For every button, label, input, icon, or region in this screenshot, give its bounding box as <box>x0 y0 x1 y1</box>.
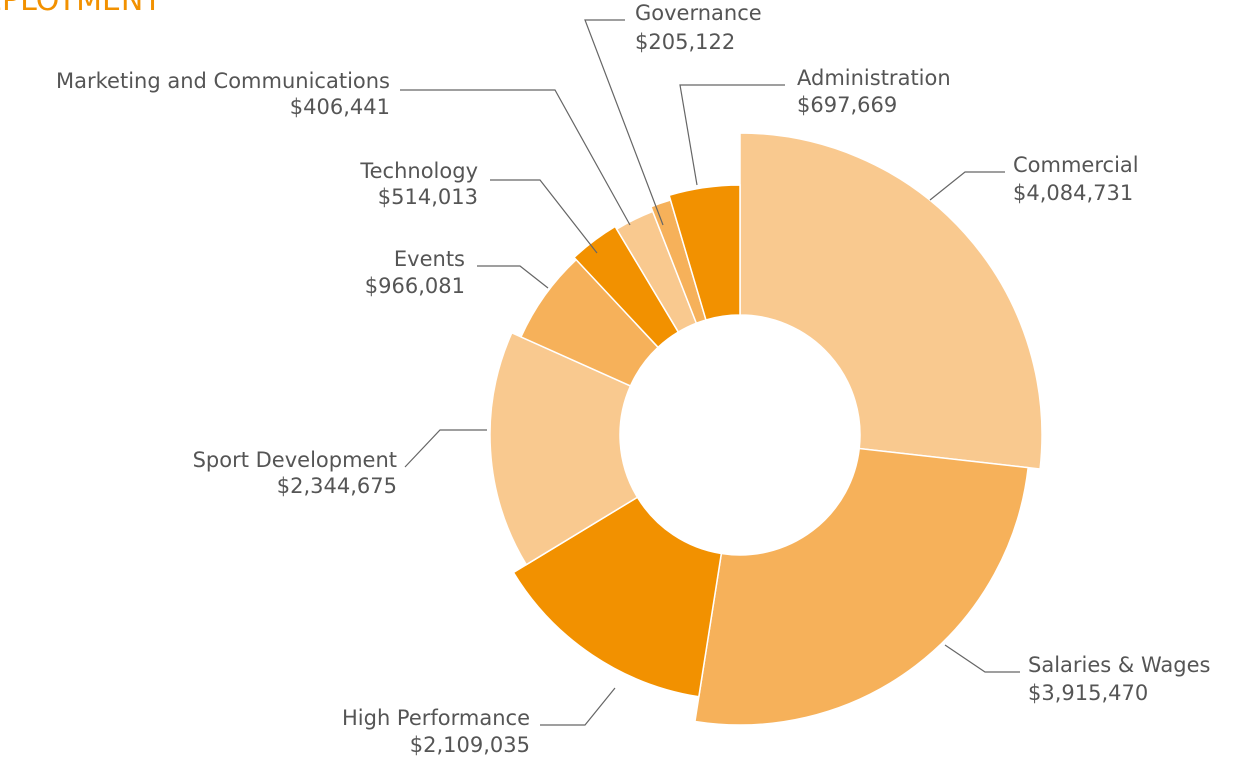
value-label: $966,081 <box>365 274 465 298</box>
segment-label: Sport Development <box>193 448 397 472</box>
donut-segment <box>739 132 1043 470</box>
chart-title: DEPLOYMENT <box>0 0 162 18</box>
segment-label: Technology <box>359 159 478 183</box>
value-label: $697,669 <box>797 93 897 117</box>
value-label: $406,441 <box>290 95 390 119</box>
segment-label: Governance <box>635 1 762 25</box>
segment-label: Administration <box>797 66 951 90</box>
leader-line <box>944 644 1020 673</box>
leader-line <box>540 687 616 726</box>
leader-line <box>400 89 631 226</box>
donut-segment <box>489 331 639 566</box>
segment-label: High Performance <box>342 706 530 730</box>
segment-label: Salaries & Wages <box>1028 653 1210 677</box>
value-label: $205,122 <box>635 30 735 54</box>
segment-label: Marketing and Communications <box>56 69 390 93</box>
segment-label: Events <box>394 247 465 271</box>
donut-segment <box>512 496 723 698</box>
leader-line <box>929 171 1005 201</box>
leader-line <box>584 19 664 226</box>
value-label: $2,109,035 <box>410 733 530 757</box>
leader-line <box>404 429 487 468</box>
donut-segment <box>694 447 1029 726</box>
leader-line <box>477 265 549 289</box>
value-label: $3,915,470 <box>1028 681 1148 705</box>
donut-segment <box>668 184 741 321</box>
value-label: $4,084,731 <box>1013 181 1133 205</box>
value-label: $2,344,675 <box>277 474 397 498</box>
leader-line <box>490 179 598 254</box>
segment-label: Commercial <box>1013 153 1139 177</box>
value-label: $514,013 <box>378 185 478 209</box>
leader-line <box>679 84 785 186</box>
